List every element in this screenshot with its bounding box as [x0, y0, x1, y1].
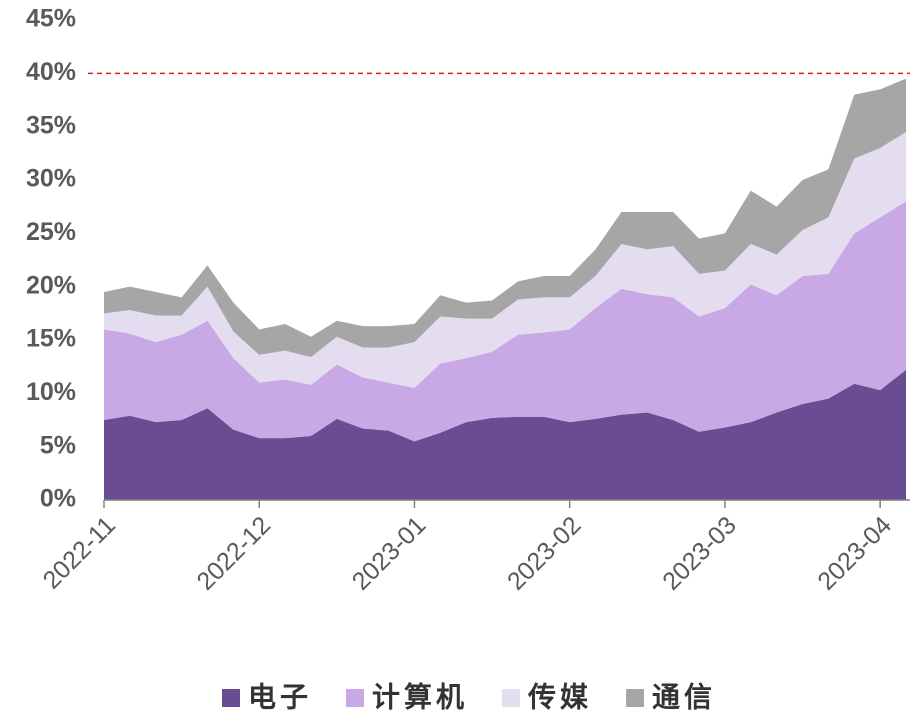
x-tick-label: 2023-03	[657, 511, 742, 596]
y-tick-label: 0%	[40, 485, 76, 513]
legend-label: 电子	[248, 681, 312, 712]
y-tick-label: 20%	[26, 271, 76, 299]
x-tick-label: 2023-01	[347, 511, 432, 596]
y-tick-label: 25%	[26, 218, 76, 246]
legend-swatch	[502, 689, 521, 707]
x-tick-label: 2023-04	[812, 511, 897, 596]
y-tick-label: 35%	[26, 111, 76, 139]
y-tick-label: 30%	[26, 165, 76, 193]
legend-label: 传媒	[527, 681, 592, 712]
legend: 电子 计算机 传媒 通信	[222, 680, 716, 712]
area	[104, 132, 906, 388]
legend-swatch	[626, 689, 645, 707]
x-tick-label: 2022-11	[38, 511, 121, 594]
legend-label: 通信	[652, 681, 716, 712]
y-tick-label: 15%	[26, 325, 76, 353]
legend-label: 计算机	[372, 680, 468, 712]
y-tick-label: 10%	[26, 378, 76, 406]
x-tick-label: 2023-02	[502, 511, 587, 596]
legend-swatch	[222, 689, 240, 707]
x-tick-label: 2022-12	[191, 511, 276, 596]
y-tick-label: 5%	[40, 431, 76, 459]
area	[104, 369, 906, 500]
area	[104, 201, 906, 442]
y-tick-label: 45%	[26, 5, 76, 33]
legend-swatch	[346, 689, 365, 707]
y-tick-label: 40%	[26, 58, 76, 86]
area	[104, 78, 906, 358]
